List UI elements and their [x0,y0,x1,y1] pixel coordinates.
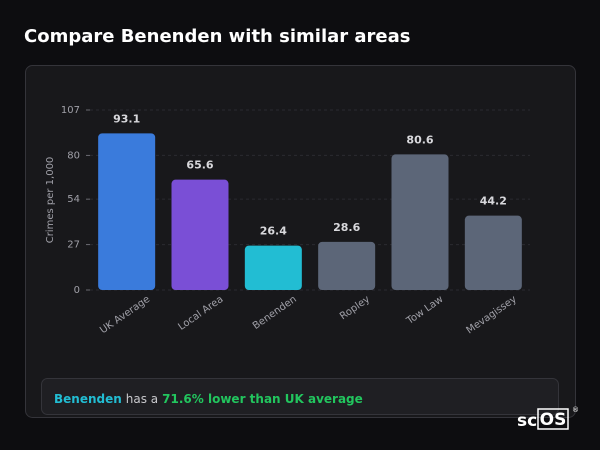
logo-mark: ® [572,406,579,414]
y-tick-label: 0 [74,285,80,296]
value-label: 44.2 [480,195,507,208]
summary-comparison: 71.6% lower than UK average [162,392,363,406]
logo: sc OS ® [517,406,579,431]
summary-area: Benenden [54,392,122,406]
value-label: 26.4 [260,225,287,238]
bar [464,215,522,290]
bar [391,154,449,290]
y-tick-label: 27 [67,240,80,251]
summary-box [41,378,559,415]
y-tick-label: 54 [67,194,80,205]
value-label: 65.6 [186,159,213,172]
value-label: 28.6 [333,221,360,234]
logo-text: sc [517,411,537,431]
chart-card [25,65,576,418]
y-axis-label: Crimes per 1,000 [45,157,56,244]
bar [244,245,302,290]
value-label: 80.6 [406,133,433,146]
y-tick-label: 107 [61,105,80,116]
page-title: Compare Benenden with similar areas [24,26,411,47]
summary-text: Benenden has a 71.6% lower than UK average [54,392,363,406]
logo-boxed-text: OS [540,410,567,430]
bar [98,133,156,290]
value-label: 93.1 [113,112,140,125]
bar [318,241,376,290]
summary-phrase: has a [126,392,158,406]
bar [171,179,229,290]
y-tick-label: 80 [67,150,80,161]
logo-box [537,408,569,430]
